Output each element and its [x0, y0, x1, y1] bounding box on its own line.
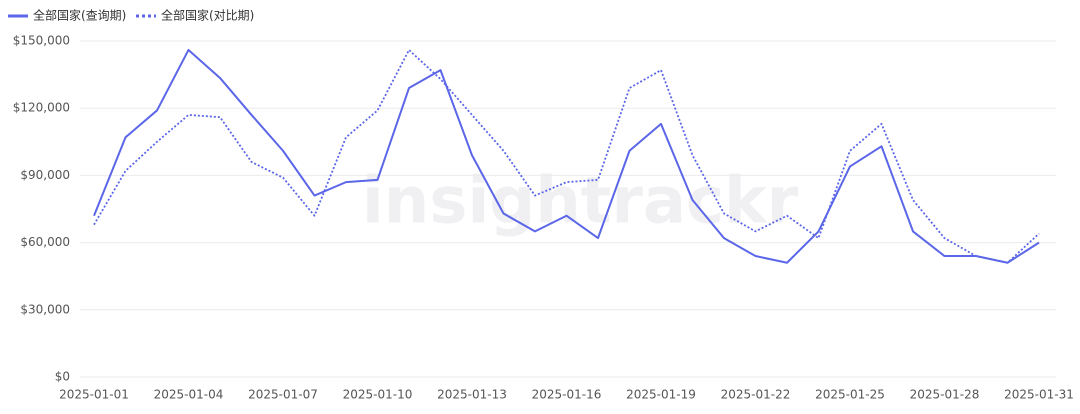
legend-label: 全部国家(对比期): [161, 8, 254, 23]
x-tick-label: 2025-01-22: [721, 388, 791, 402]
x-tick-label: 2025-01-07: [248, 388, 318, 402]
y-tick-label: $0: [55, 370, 70, 384]
x-tick-label: 2025-01-28: [910, 388, 980, 402]
x-tick-label: 2025-01-25: [815, 388, 885, 402]
x-tick-label: 2025-01-16: [532, 388, 602, 402]
x-tick-label: 2025-01-13: [437, 388, 507, 402]
series-line: [93, 49, 1040, 264]
x-tick-label: 2025-01-31: [1004, 388, 1074, 402]
y-tick-label: $90,000: [20, 168, 70, 182]
y-tick-label: $150,000: [13, 34, 70, 48]
y-tick-label: $120,000: [13, 101, 70, 115]
x-tick-label: 2025-01-04: [154, 388, 224, 402]
x-tick-label: 2025-01-19: [626, 388, 696, 402]
y-tick-label: $30,000: [20, 302, 70, 316]
legend-label: 全部国家(查询期): [33, 8, 126, 23]
y-tick-label: $60,000: [20, 235, 70, 249]
x-tick-label: 2025-01-01: [59, 388, 129, 402]
series-line: [93, 48, 1040, 264]
x-tick-label: 2025-01-10: [343, 388, 413, 402]
